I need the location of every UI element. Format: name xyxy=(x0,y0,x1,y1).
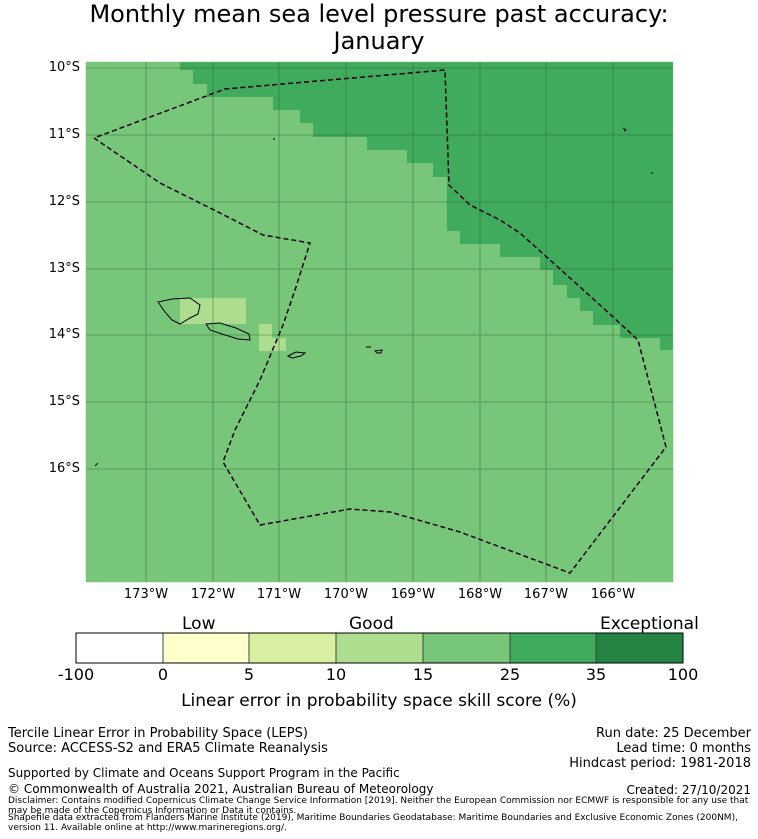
method-text: Tercile Linear Error in Probability Spac… xyxy=(8,726,308,741)
colorbar-cell xyxy=(422,632,511,664)
lon-label: 167°W xyxy=(523,587,569,602)
hindcast-text: Hindcast period: 1981-2018 xyxy=(569,756,751,771)
run-date-text: Run date: 25 December xyxy=(596,726,751,741)
colorbar-cell xyxy=(509,632,597,664)
colorbar-category-low: Low xyxy=(182,614,216,634)
lat-label: 11°S xyxy=(48,127,80,142)
colorbar-cell xyxy=(162,632,250,664)
lon-label: 173°W xyxy=(123,587,169,602)
colorbar-cell xyxy=(335,632,424,664)
colorbar xyxy=(75,632,684,664)
map-frame xyxy=(85,61,674,583)
islet xyxy=(94,462,99,467)
colorbar-cell xyxy=(75,632,164,664)
colorbar-category-exceptional: Exceptional xyxy=(600,614,699,634)
colorbar-tick: 0 xyxy=(157,665,169,684)
lat-label: 16°S xyxy=(48,461,80,476)
lon-label: 172°W xyxy=(190,587,236,602)
colorbar-category-good: Good xyxy=(349,614,394,634)
tutuila-island xyxy=(286,351,307,359)
upolu-island xyxy=(205,322,251,341)
shapefile-text: Shapefile data extracted from Flanders M… xyxy=(8,813,738,833)
high-skill-region xyxy=(180,62,673,350)
colorbar-cell xyxy=(595,632,684,664)
islet xyxy=(622,127,627,132)
colorbar-tick: 5 xyxy=(243,665,255,684)
lon-label: 168°W xyxy=(457,587,503,602)
colorbar-tick: 10 xyxy=(325,665,347,684)
savaii-island xyxy=(157,297,201,325)
chart-title-line1: Monthly mean sea level pressure past acc… xyxy=(89,0,669,28)
lon-label: 166°W xyxy=(590,587,636,602)
lon-label: 169°W xyxy=(390,587,436,602)
source-text: Source: ACCESS-S2 and ERA5 Climate Reana… xyxy=(8,741,328,756)
manua-island xyxy=(373,349,383,354)
colorbar-title: Linear error in probability space skill … xyxy=(181,691,577,711)
disclaimer-text: Disclaimer: Contains modified Copernicus… xyxy=(8,796,749,816)
lon-label: 171°W xyxy=(256,587,302,602)
lead-time-text: Lead time: 0 months xyxy=(616,741,751,756)
lat-label: 13°S xyxy=(48,261,80,276)
lon-label: 170°W xyxy=(323,587,369,602)
colorbar-tick: -100 xyxy=(57,665,95,684)
lat-label: 14°S xyxy=(48,327,80,342)
map-gridlines xyxy=(86,62,673,582)
support-text: Supported by Climate and Oceans Support … xyxy=(8,766,400,780)
colorbar-tick: 25 xyxy=(499,665,521,684)
lat-label: 15°S xyxy=(48,394,80,409)
colorbar-cell xyxy=(248,632,337,664)
colorbar-tick: 15 xyxy=(412,665,434,684)
lat-label: 12°S xyxy=(48,194,80,209)
moderate-skill-patch xyxy=(259,324,272,338)
lat-label: 10°S xyxy=(48,60,80,75)
colorbar-tick: 100 xyxy=(667,665,699,684)
colorbar-tick: 35 xyxy=(585,665,607,684)
eez-boundary xyxy=(93,69,667,574)
coastlines xyxy=(94,127,653,467)
chart-title-line2: January xyxy=(333,27,425,55)
created-text: Created: 27/10/2021 xyxy=(626,783,751,797)
colorbar-frame xyxy=(75,632,684,664)
copyright-text: © Commonwealth of Australia 2021, Austra… xyxy=(8,782,434,796)
